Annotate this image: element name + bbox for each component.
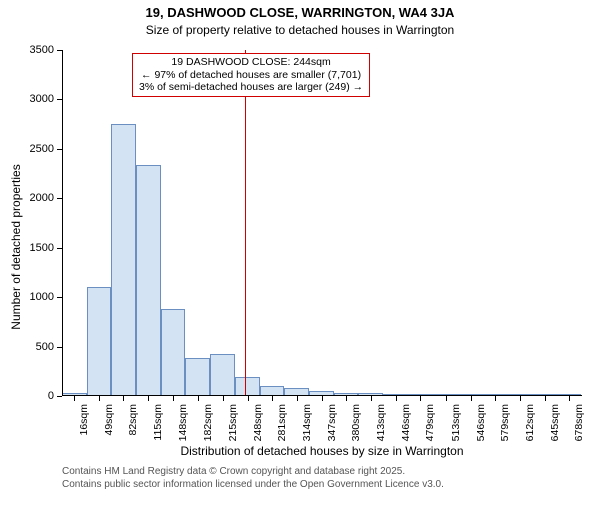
highlight-line xyxy=(245,50,247,396)
x-tick-label: 82sqm xyxy=(127,404,139,436)
x-axis-label: Distribution of detached houses by size … xyxy=(62,444,582,458)
y-tick-label: 2500 xyxy=(30,143,54,155)
y-axis: Number of detached properties 0500100015… xyxy=(0,50,62,396)
x-tick-label: 215sqm xyxy=(227,404,239,441)
x-tick-mark xyxy=(495,396,496,401)
x-tick-mark xyxy=(371,396,372,401)
x-tick-label: 314sqm xyxy=(301,404,313,441)
x-tick-mark xyxy=(99,396,100,401)
x-tick-label: 612sqm xyxy=(524,404,536,441)
histogram-bar xyxy=(161,309,186,396)
y-axis-label: Number of detached properties xyxy=(9,117,23,377)
histogram-bar xyxy=(210,354,235,396)
x-tick-mark xyxy=(248,396,249,401)
x-tick-label: 645sqm xyxy=(549,404,561,441)
annotation-line3: 3% of semi-detached houses are larger (2… xyxy=(139,81,363,94)
y-tick-label: 1000 xyxy=(30,291,54,303)
x-tick-mark xyxy=(446,396,447,401)
x-tick-mark xyxy=(545,396,546,401)
y-tick-label: 3000 xyxy=(30,93,54,105)
annotation-line2: ← 97% of detached houses are smaller (7,… xyxy=(139,69,363,82)
x-tick-label: 49sqm xyxy=(103,404,115,436)
x-tick-label: 479sqm xyxy=(424,404,436,441)
histogram-bar xyxy=(111,124,136,396)
y-tick-label: 1500 xyxy=(30,242,54,254)
footer: Contains HM Land Registry data © Crown c… xyxy=(62,466,444,491)
x-tick-label: 546sqm xyxy=(475,404,487,441)
chart-container: 19, DASHWOOD CLOSE, WARRINGTON, WA4 3JA … xyxy=(0,6,600,506)
y-tick-label: 2000 xyxy=(30,192,54,204)
x-tick-label: 182sqm xyxy=(202,404,214,441)
x-tick-mark xyxy=(346,396,347,401)
histogram-bar xyxy=(136,165,161,396)
x-tick-mark xyxy=(420,396,421,401)
x-tick-mark xyxy=(123,396,124,401)
footer-line1: Contains HM Land Registry data © Crown c… xyxy=(62,466,444,479)
footer-line2: Contains public sector information licen… xyxy=(62,479,444,492)
x-tick-mark xyxy=(471,396,472,401)
y-tick-label: 500 xyxy=(36,341,54,353)
x-tick-label: 579sqm xyxy=(499,404,511,441)
x-tick-label: 248sqm xyxy=(252,404,264,441)
x-tick-label: 513sqm xyxy=(450,404,462,441)
histogram-bar xyxy=(185,358,210,396)
annotation-line1: 19 DASHWOOD CLOSE: 244sqm xyxy=(139,56,363,69)
annotation-box: 19 DASHWOOD CLOSE: 244sqm ← 97% of detac… xyxy=(132,53,370,97)
x-tick-label: 380sqm xyxy=(350,404,362,441)
x-tick-mark xyxy=(272,396,273,401)
y-tick-label: 3500 xyxy=(30,44,54,56)
x-tick-label: 115sqm xyxy=(152,404,164,441)
x-tick-mark xyxy=(198,396,199,401)
x-tick-mark xyxy=(74,396,75,401)
x-tick-mark xyxy=(148,396,149,401)
x-tick-label: 347sqm xyxy=(326,404,338,441)
histogram-bar xyxy=(87,287,112,396)
x-tick-mark xyxy=(520,396,521,401)
plot-area: 19 DASHWOOD CLOSE: 244sqm ← 97% of detac… xyxy=(62,50,582,396)
x-tick-label: 16sqm xyxy=(78,404,90,436)
x-tick-label: 281sqm xyxy=(276,404,288,441)
x-tick-mark xyxy=(223,396,224,401)
chart-title: 19, DASHWOOD CLOSE, WARRINGTON, WA4 3JA xyxy=(0,6,600,21)
y-tick-label: 0 xyxy=(48,390,54,402)
x-tick-mark xyxy=(297,396,298,401)
x-tick-mark xyxy=(322,396,323,401)
x-tick-label: 148sqm xyxy=(177,404,189,441)
chart-subtitle: Size of property relative to detached ho… xyxy=(0,23,600,37)
x-tick-label: 446sqm xyxy=(400,404,412,441)
x-tick-mark xyxy=(173,396,174,401)
histogram-bar xyxy=(235,377,260,396)
x-tick-mark xyxy=(396,396,397,401)
y-axis-line xyxy=(62,50,63,396)
x-tick-mark xyxy=(569,396,570,401)
x-tick-label: 413sqm xyxy=(375,404,387,441)
x-tick-label: 678sqm xyxy=(573,404,585,441)
